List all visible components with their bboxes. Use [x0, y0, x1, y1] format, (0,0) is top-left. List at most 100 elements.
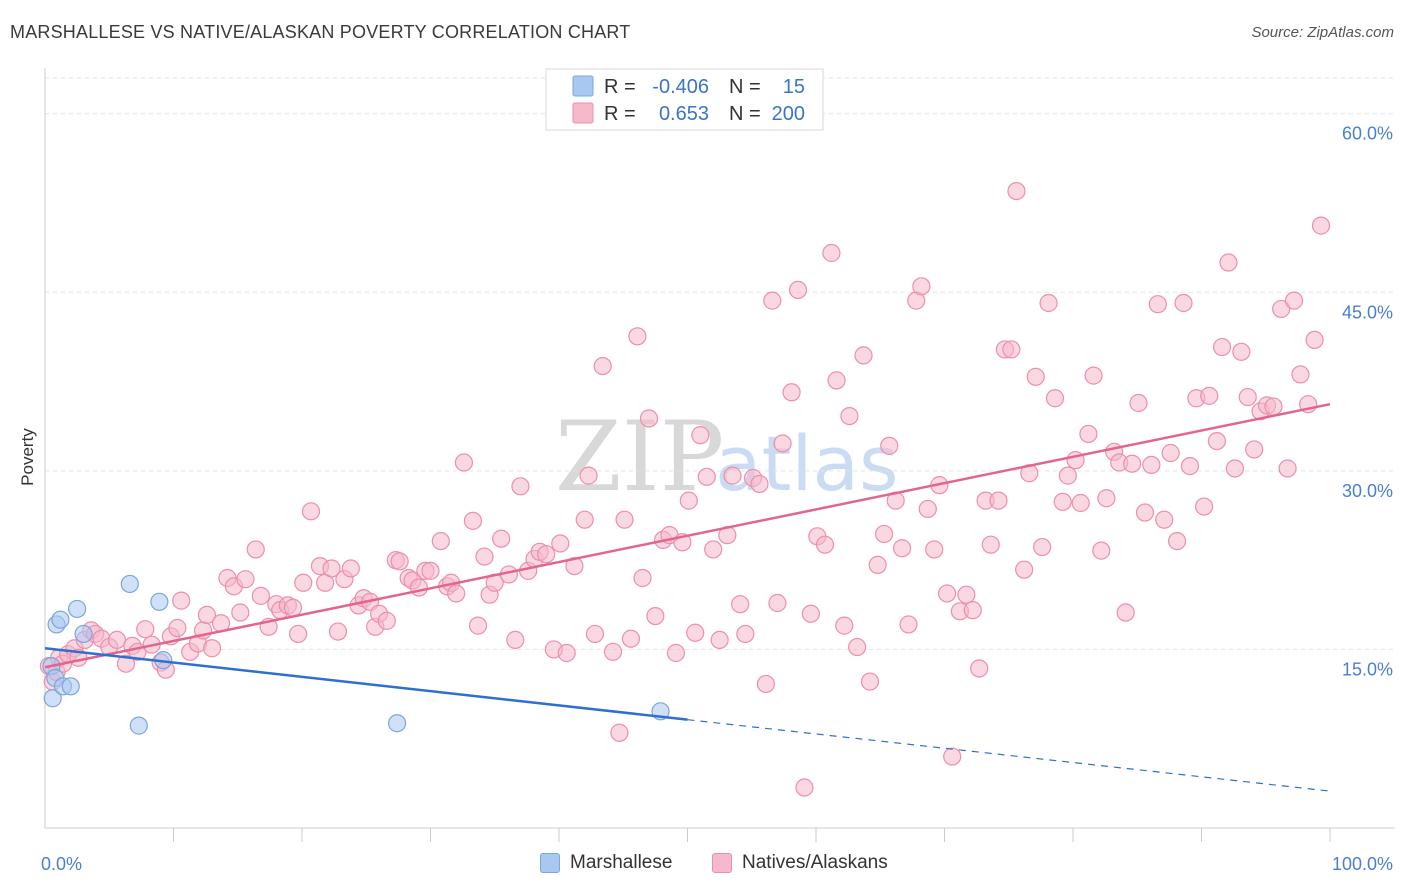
y-tick-labels: 15.0% 30.0% 45.0% 60.0%	[1342, 124, 1393, 680]
data-points	[39, 181, 1331, 797]
natives-alaskans-point	[341, 559, 360, 578]
y-tick-label: 60.0%	[1342, 124, 1393, 144]
natives-alaskans-point	[409, 578, 429, 597]
natives-alaskans-point	[710, 630, 729, 650]
natives-alaskans-point	[723, 466, 742, 485]
natives-alaskans-point	[621, 629, 641, 648]
legend-label-natives-alaskans: Natives/Alaskans	[742, 852, 888, 873]
y-tick-label: 45.0%	[1342, 302, 1393, 322]
natives-alaskans-point	[328, 622, 348, 641]
legend-swatch-marshallese	[540, 853, 560, 873]
natives-alaskans-point	[506, 630, 525, 650]
natives-alaskans-trend-line	[44, 402, 1331, 669]
natives-alaskans-point	[1084, 366, 1103, 385]
stats-r-label: R =	[604, 103, 636, 125]
natives-alaskans-point	[294, 573, 313, 592]
natives-alaskans-point	[827, 371, 846, 390]
natives-alaskans-point	[912, 277, 931, 296]
natives-alaskans-point	[1264, 397, 1283, 416]
natives-alaskans-point	[1148, 295, 1167, 314]
natives-alaskans-point	[454, 453, 474, 472]
natives-alaskans-point	[768, 593, 787, 613]
natives-alaskans-point	[963, 601, 982, 620]
marshallese-trend-extension	[687, 719, 1331, 792]
chart-title: MARSHALLESE VS NATIVE/ALASKAN POVERTY CO…	[10, 22, 631, 42]
legend-item-marshallese[interactable]: Marshallese	[540, 852, 672, 874]
natives-alaskans-point	[463, 511, 483, 530]
stats-r-value: -0.406	[652, 76, 709, 98]
natives-alaskans-point	[1097, 489, 1116, 508]
natives-alaskans-point	[1219, 253, 1238, 272]
natives-alaskans-point	[565, 556, 584, 576]
natives-alaskans-point	[236, 570, 255, 589]
natives-alaskans-point	[322, 559, 341, 578]
natives-alaskans-point	[854, 346, 873, 365]
legend-item-natives-alaskans[interactable]: Natives/Alaskans	[712, 852, 888, 874]
natives-alaskans-point	[918, 499, 937, 519]
natives-alaskans-point	[875, 524, 894, 544]
natives-alaskans-point	[1272, 299, 1291, 319]
natives-alaskans-point	[557, 643, 576, 663]
watermark-zip: ZIP	[555, 401, 724, 513]
marshallese-point	[120, 574, 139, 594]
marshallese-point	[74, 624, 93, 644]
y-tick-label: 30.0%	[1342, 481, 1393, 501]
natives-alaskans-point	[848, 637, 867, 657]
natives-alaskans-point	[815, 535, 835, 554]
natives-alaskans-point	[1039, 293, 1058, 313]
stats-r-value: 0.653	[659, 103, 709, 125]
natives-alaskans-point	[1180, 456, 1200, 476]
watermark: ZIP atlas	[555, 401, 899, 513]
natives-alaskans-point	[1284, 291, 1304, 310]
natives-alaskans-point	[1291, 365, 1310, 384]
natives-alaskans-point	[1167, 531, 1187, 551]
natives-alaskans-point	[551, 534, 570, 553]
natives-alaskans-point	[579, 466, 598, 485]
legend-label-marshallese: Marshallese	[570, 852, 673, 873]
legend-swatch-natives-alaskans	[712, 853, 732, 873]
x-tick-label: 100.0%	[1332, 854, 1393, 874]
natives-alaskans-point	[1142, 455, 1161, 475]
stats-swatch	[572, 75, 594, 97]
series-legend: Marshallese Natives/Alaskans	[0, 852, 1406, 880]
natives-alaskans-point	[679, 491, 698, 510]
natives-alaskans-point	[1071, 493, 1090, 513]
natives-alaskans-point	[107, 630, 127, 650]
natives-alaskans-point	[1002, 340, 1021, 359]
natives-alaskans-point	[628, 327, 647, 346]
natives-alaskans-point	[1207, 431, 1227, 451]
natives-alaskans-point	[822, 243, 841, 263]
natives-alaskans-point	[492, 529, 511, 548]
natives-alaskans-point	[202, 639, 222, 658]
natives-alaskans-point	[1245, 440, 1264, 459]
natives-alaskans-point	[840, 406, 859, 426]
natives-alaskans-point	[1079, 424, 1098, 444]
x-tick-label: 0.0%	[41, 854, 82, 874]
natives-alaskans-point	[1212, 337, 1232, 357]
natives-alaskans-point	[773, 434, 792, 453]
natives-alaskans-point	[1058, 466, 1077, 485]
natives-alaskans-point	[731, 595, 750, 614]
natives-alaskans-point	[892, 539, 912, 558]
marshallese-point	[129, 716, 148, 735]
natives-alaskans-point	[1116, 603, 1135, 622]
natives-alaskans-point	[1232, 342, 1251, 361]
marshallese-point	[61, 677, 80, 696]
natives-alaskans-point	[1135, 503, 1155, 522]
natives-alaskans-point	[1278, 459, 1297, 478]
natives-alaskans-point	[283, 598, 303, 617]
marshallese-point	[387, 714, 407, 733]
natives-alaskans-point	[168, 618, 187, 638]
natives-alaskans-point	[603, 642, 623, 661]
natives-alaskans-point	[801, 604, 820, 623]
natives-alaskans-point	[1305, 330, 1324, 350]
natives-alaskans-point	[691, 426, 710, 445]
natives-alaskans-point	[1155, 510, 1174, 529]
natives-alaskans-point	[957, 585, 976, 604]
natives-alaskans-point	[575, 510, 594, 529]
natives-alaskans-point	[1161, 443, 1180, 463]
natives-alaskans-point	[970, 659, 989, 678]
natives-alaskans-point	[511, 477, 530, 496]
natives-alaskans-point	[1123, 454, 1142, 473]
